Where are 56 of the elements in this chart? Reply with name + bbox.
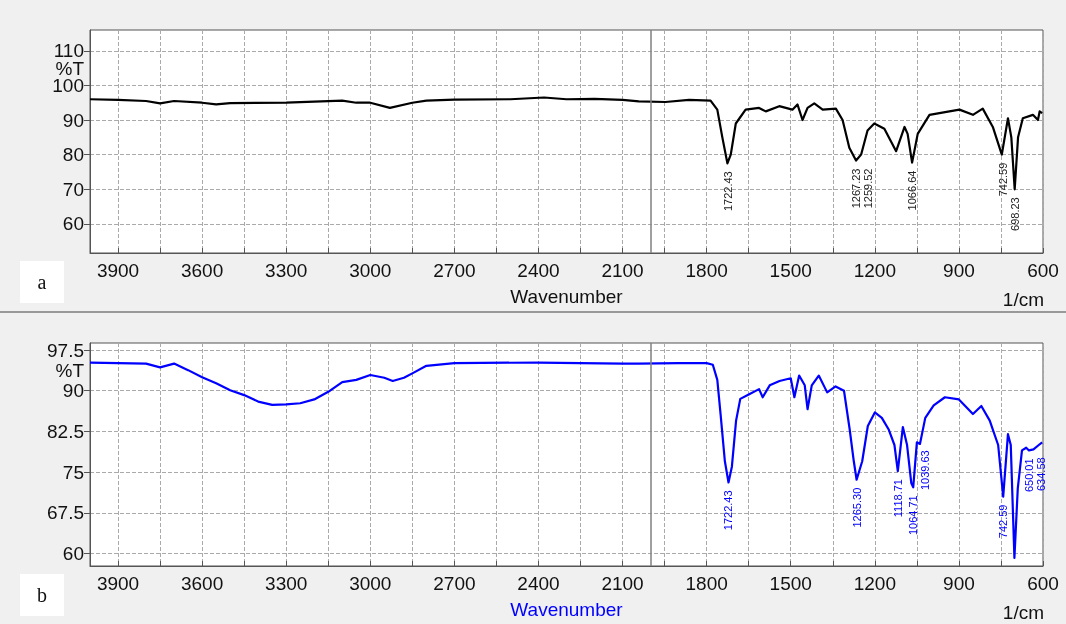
x-tick-label: 2700: [433, 260, 476, 281]
x-tick-label: 2100: [601, 260, 644, 281]
text: 1/cm: [1002, 602, 1045, 623]
x-tick-label: 3300: [265, 260, 308, 281]
x-tick-label: 600: [1027, 260, 1059, 281]
annotation: 698.23: [1009, 197, 1022, 231]
y-tick-label: 97.5: [47, 339, 84, 361]
x-tick-label: 1800: [685, 260, 728, 281]
annotation: 1039.63: [918, 450, 931, 491]
x-tick-label: 3000: [349, 573, 392, 594]
x-tick-label: 3900: [96, 573, 140, 594]
y-tick-label: 90: [62, 380, 84, 402]
y-axis-title: %T: [55, 359, 85, 381]
y-tick-label: 60: [62, 213, 84, 235]
annotation: 1722.43: [722, 171, 735, 212]
annotation: 1722.43: [722, 490, 735, 531]
y-tick-label: 67.5: [47, 502, 84, 524]
text: b: [37, 584, 47, 606]
text: 1/cm: [1002, 289, 1045, 310]
x-tick-label: 1200: [853, 260, 896, 281]
x-tick-label: 2400: [517, 260, 560, 281]
x-axis-title: Wavenumber: [510, 286, 624, 307]
annotation: 1118.71: [891, 479, 904, 518]
annotation: 1259.52: [861, 168, 874, 209]
x-tick-label: 2700: [433, 573, 476, 594]
annotation: 650.01: [1022, 458, 1035, 493]
x-tick-label: 3000: [349, 260, 392, 281]
annotation: 742.59: [997, 504, 1010, 539]
x-tick-label: 900: [943, 573, 975, 594]
x-tick-label: 3900: [96, 260, 140, 281]
annotation: 1267.23: [849, 168, 862, 209]
annotation: 634.58: [1034, 457, 1047, 491]
x-tick-label: 1200: [853, 573, 896, 594]
y-tick-label: 60: [62, 543, 84, 565]
annotation: 1064.71: [906, 495, 919, 536]
x-tick-label: 2100: [601, 573, 644, 594]
y-tick-label: 90: [62, 109, 84, 131]
y-tick-label: 82.5: [47, 420, 84, 442]
x-tick-label: 3600: [180, 260, 224, 281]
x-tick-label: 2400: [517, 573, 560, 594]
x-tick-label: 3300: [265, 573, 308, 594]
x-tick-label: 1500: [769, 573, 812, 594]
x-tick-label: 3600: [180, 573, 224, 594]
y-tick-label: 75: [62, 461, 84, 483]
annotation: 1265.30: [850, 487, 863, 528]
x-axis-title: Wavenumber: [510, 599, 624, 620]
x-tick-label: 600: [1027, 573, 1059, 594]
annotation: 742.59: [997, 162, 1010, 197]
y-tick-label: 70: [62, 178, 84, 200]
x-tick-label: 1500: [769, 260, 812, 281]
text: a: [37, 271, 47, 293]
x-tick-label: 1800: [685, 573, 728, 594]
x-tick-label: 900: [943, 260, 975, 281]
y-tick-label: 80: [62, 144, 84, 166]
line-series: [88, 361, 1044, 559]
annotation: 1066.64: [906, 170, 919, 211]
